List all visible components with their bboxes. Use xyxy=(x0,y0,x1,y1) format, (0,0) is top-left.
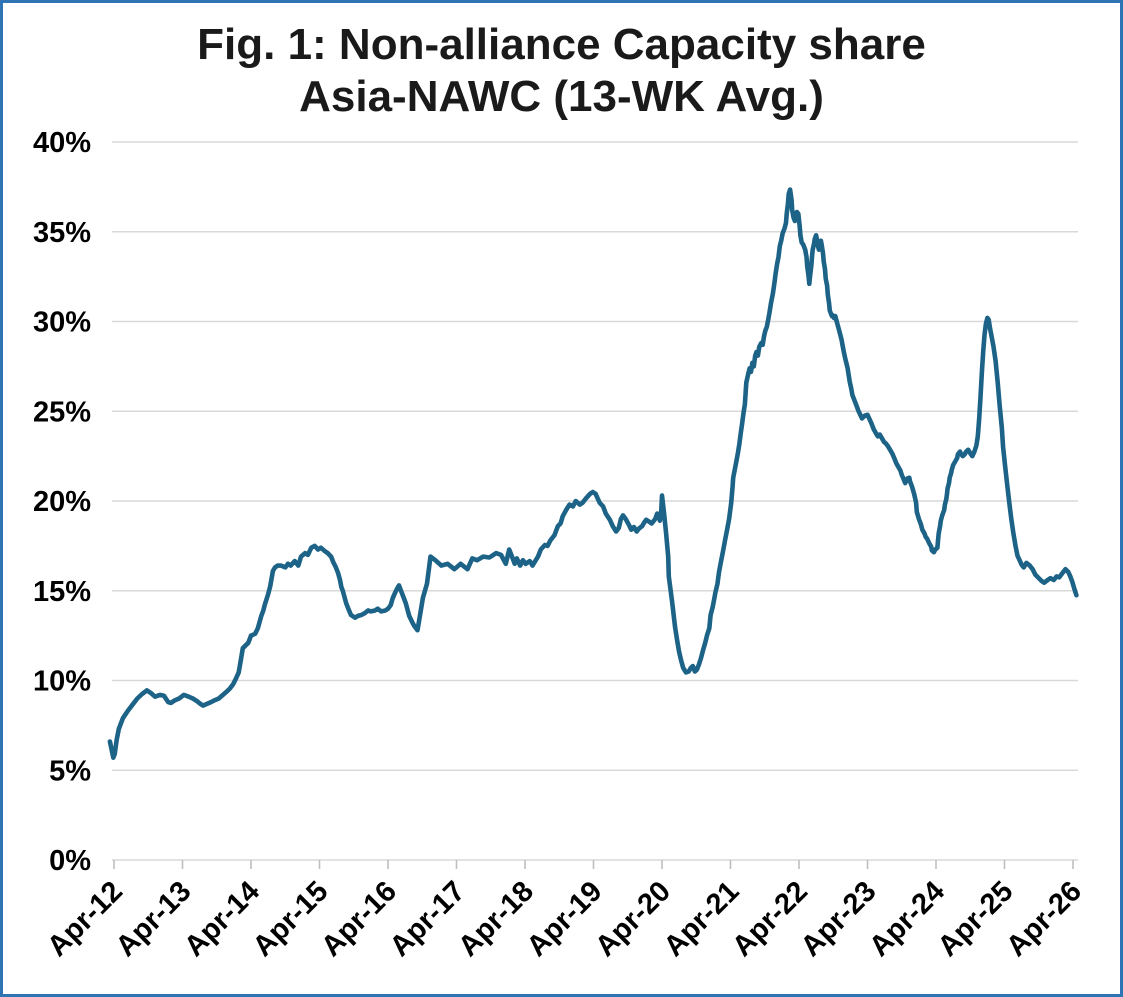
chart-title-line2: Asia-NAWC (13-WK Avg.) xyxy=(299,72,824,121)
x-axis-tick-label: Apr-20 xyxy=(589,875,677,963)
y-axis-tick-label: 5% xyxy=(49,755,91,787)
line-chart: 0%5%10%15%20%25%30%35%40%Apr-12Apr-13Apr… xyxy=(33,127,1088,963)
x-axis-tick-label: Apr-21 xyxy=(658,875,746,963)
x-axis-tick-label: Apr-14 xyxy=(178,875,266,963)
chart-title-line1: Fig. 1: Non-alliance Capacity share xyxy=(197,20,926,69)
y-axis-tick-label: 15% xyxy=(33,576,91,608)
x-axis-tick-label: Apr-25 xyxy=(932,875,1020,963)
x-axis-tick-label: Apr-22 xyxy=(726,875,814,963)
x-axis-tick-label: Apr-16 xyxy=(315,875,403,963)
y-axis-tick-label: 20% xyxy=(33,486,91,518)
x-axis-tick-label: Apr-13 xyxy=(110,875,198,963)
chart-title: Fig. 1: Non-alliance Capacity share Asia… xyxy=(3,19,1120,123)
data-series-line xyxy=(107,187,1079,760)
x-axis-tick-label: Apr-17 xyxy=(384,875,472,963)
y-axis-tick-label: 40% xyxy=(33,127,91,159)
x-axis-tick-label: Apr-18 xyxy=(452,875,540,963)
y-axis-tick-label: 10% xyxy=(33,666,91,698)
y-axis-tick-label: 35% xyxy=(33,217,91,249)
x-axis-tick-label: Apr-19 xyxy=(521,875,609,963)
x-axis-tick-label: Apr-12 xyxy=(41,875,129,963)
y-axis-tick-label: 30% xyxy=(33,307,91,339)
x-axis-tick-label: Apr-24 xyxy=(863,875,951,963)
x-axis-tick-label: Apr-15 xyxy=(247,875,335,963)
x-axis-tick-label: Apr-23 xyxy=(795,875,883,963)
y-axis-tick-label: 25% xyxy=(33,396,91,428)
x-axis-tick-label: Apr-26 xyxy=(1000,875,1088,963)
y-axis-tick-label: 0% xyxy=(49,845,91,877)
